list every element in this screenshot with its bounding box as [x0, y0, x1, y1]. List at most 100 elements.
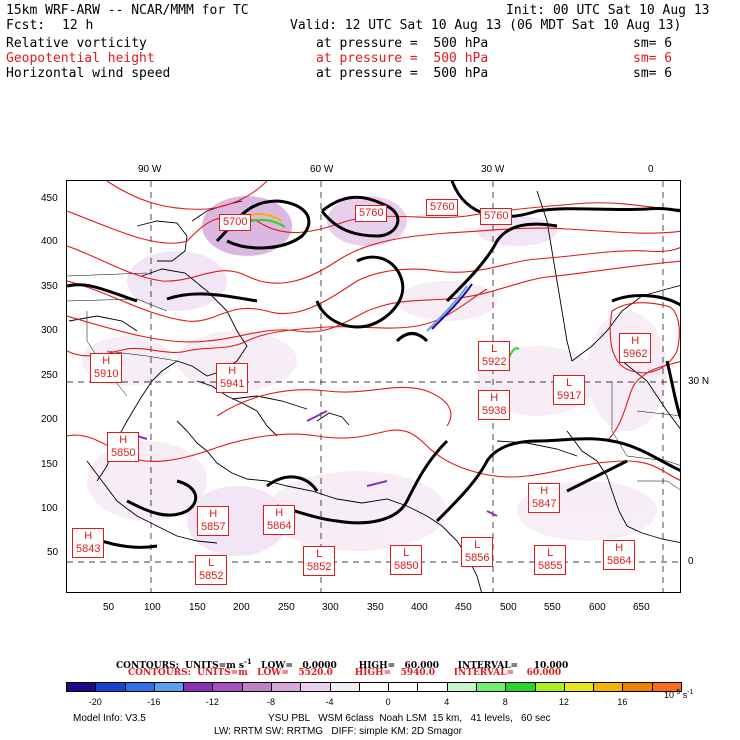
- model-info: Model Info: V3.5: [73, 713, 146, 724]
- map-label: L 5856: [461, 537, 494, 567]
- field-level-vorticity: at pressure = 500 hPa: [316, 36, 489, 51]
- colorbar-cell: [476, 682, 507, 692]
- field-smooth-wind: sm= 6: [633, 66, 673, 81]
- map-label: L 5922: [478, 341, 511, 371]
- geopotential-contours: [67, 181, 680, 481]
- x-tick: 100: [144, 602, 161, 613]
- x-tick: 200: [233, 602, 250, 613]
- y-tick: 400: [41, 236, 58, 247]
- x-tick: 150: [189, 602, 206, 613]
- colorbar-cell: [95, 682, 126, 692]
- physics-info-line1: YSU PBL WSM 6class Noah LSM 15 km, 41 le…: [268, 713, 551, 724]
- colorbar-cell: [300, 682, 331, 692]
- lon-label-30w: 30 W: [481, 164, 505, 175]
- map-label: L 5917: [553, 375, 586, 405]
- colorbar-cell: [505, 682, 536, 692]
- map-label: H 5850: [107, 432, 140, 462]
- x-tick: 500: [500, 602, 517, 613]
- map-label: L 5852: [303, 546, 336, 576]
- lon-label-60w: 60 W: [310, 164, 334, 175]
- map-label: H 5864: [603, 540, 636, 570]
- coastlines: [68, 190, 680, 592]
- map-label: H 5843: [72, 528, 105, 558]
- y-tick: 250: [41, 370, 58, 381]
- colorbar-units: 10-5 s-1: [664, 689, 694, 700]
- height-contour-info: CONTOURS: UNITS=m LOW= 5520.0 HIGH= 5940…: [128, 668, 562, 678]
- lon-label-0: 0: [648, 164, 654, 175]
- y-tick: 350: [41, 281, 58, 292]
- colorbar-cell: [153, 682, 185, 692]
- x-tick: 400: [411, 602, 428, 613]
- colorbar-cell: [534, 682, 565, 692]
- colorbar-cell: [388, 682, 419, 692]
- colorbar-cell: [212, 682, 243, 692]
- colorbar-label: 0: [385, 697, 391, 707]
- lat-label-30n: 30 N: [688, 376, 710, 387]
- map-label: H 5857: [197, 506, 230, 536]
- y-tick: 150: [41, 459, 58, 470]
- field-name-wind: Horizontal wind speed: [6, 66, 171, 81]
- colorbar-label: 12: [558, 697, 569, 707]
- colorbar-label: -16: [147, 697, 161, 707]
- colorbar-cell: [593, 682, 624, 692]
- colorbar-cell: [66, 682, 97, 692]
- colorbar-label: 4: [444, 697, 450, 707]
- colorbar-label: -4: [325, 697, 334, 707]
- model-title: 15km WRF-ARW -- NCAR/MMM for TC: [6, 3, 249, 18]
- map-label: H 5864: [263, 505, 296, 535]
- weather-map: H 5910 H 5941 H 5962 L 5917 H 5938 L 5922 H 585…: [66, 180, 681, 593]
- y-tick: 450: [41, 193, 58, 204]
- colorbar-cell: [446, 682, 477, 692]
- field-smooth-vorticity: sm= 6: [633, 36, 673, 51]
- colorbar-cell: [417, 682, 448, 692]
- colorbar-cell: [358, 682, 390, 692]
- map-label: 5760: [480, 208, 513, 225]
- y-tick: 50: [47, 547, 59, 558]
- colorbar-cell: [183, 682, 214, 692]
- colorbar-cell: [651, 682, 682, 692]
- map-label: L 5855: [534, 545, 567, 575]
- map-label: L 5850: [390, 545, 423, 575]
- colorbar-label: -12: [205, 697, 219, 707]
- colorbar-label: -20: [88, 697, 102, 707]
- init-time: Init: 00 UTC Sat 10 Aug 13: [506, 3, 710, 18]
- map-canvas: [67, 181, 680, 592]
- x-tick: 450: [455, 602, 472, 613]
- wind-contour-info: CONTOURS: UNITS=m s-1 LOW= 0.0000 HIGH= …: [116, 657, 569, 671]
- map-label: L 5852: [195, 555, 228, 585]
- colorbar-cell: [622, 682, 653, 692]
- x-tick: 550: [544, 602, 561, 613]
- field-name-geopotential: Geopotential height: [6, 51, 155, 66]
- colorbar-cell: [241, 682, 272, 692]
- map-label: 5760: [355, 205, 388, 222]
- x-tick: 350: [367, 602, 384, 613]
- y-tick: 100: [41, 503, 58, 514]
- field-name-vorticity: Relative vorticity: [6, 36, 147, 51]
- y-tick: 200: [41, 414, 58, 425]
- colorbar-cell: [124, 682, 155, 692]
- map-label: H 5938: [478, 390, 511, 420]
- colorbar-cell: [329, 682, 360, 692]
- colorbar-label: -8: [266, 697, 276, 707]
- physics-info-line2: LW: RRTM SW: RRTMG DIFF: simple KM: 2D S…: [214, 726, 462, 737]
- map-label: H 5941: [216, 363, 249, 393]
- colorbar-cell: [271, 682, 302, 692]
- map-label: H 5910: [90, 353, 123, 383]
- forecast-label: Fcst:: [6, 18, 46, 33]
- lat-label-0: 0: [688, 556, 694, 567]
- colorbar-label: 16: [617, 697, 628, 707]
- field-level-wind: at pressure = 500 hPa: [316, 66, 489, 81]
- valid-time: Valid: 12 UTC Sat 10 Aug 13 (06 MDT Sat …: [290, 18, 682, 33]
- colorbar-cell: [563, 682, 595, 692]
- x-tick: 50: [103, 602, 115, 613]
- forecast-hour: 12 h: [62, 18, 94, 33]
- field-smooth-geopotential: sm= 6: [633, 51, 673, 66]
- map-label: H 5962: [619, 333, 652, 363]
- map-label: 5760: [426, 199, 459, 216]
- map-label: 5700: [219, 214, 252, 231]
- x-tick: 650: [633, 602, 650, 613]
- field-level-geopotential: at pressure = 500 hPa: [316, 51, 489, 66]
- map-label: H 5847: [528, 483, 561, 513]
- lon-label-90w: 90 W: [138, 164, 162, 175]
- x-tick: 300: [322, 602, 339, 613]
